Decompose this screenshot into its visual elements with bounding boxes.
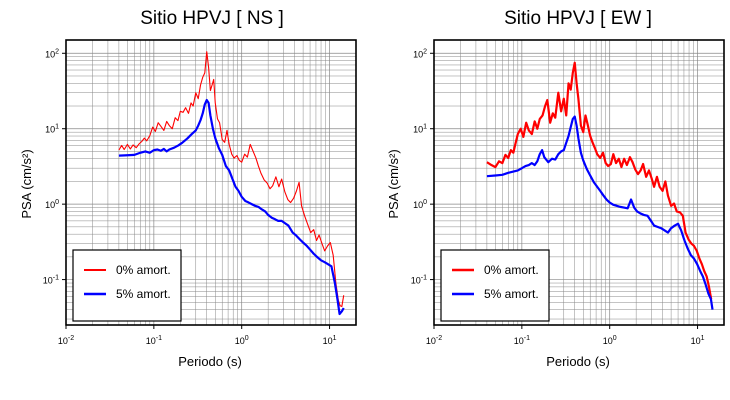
chart-title: Sitio HPVJ [ NS ]: [140, 8, 284, 29]
y-tick-label: 100: [45, 199, 59, 210]
y-tick-label: 100: [413, 199, 427, 210]
y-tick-label: 101: [413, 124, 427, 135]
legend-box: [72, 249, 182, 322]
y-tick-label: 101: [45, 124, 59, 135]
legend: 0% amort. 5% amort.: [72, 249, 182, 322]
series-line-5pct: [118, 98, 345, 316]
series-line-0pct: [486, 61, 713, 300]
series-line-0pct: [118, 51, 345, 308]
chart-panel-ns: Sitio HPVJ [ NS ] Periodo (s) PSA (cm/s²…: [19, 8, 357, 369]
x-axis-label: Periodo (s): [178, 354, 242, 369]
chart-title: Sitio HPVJ [ EW ]: [504, 8, 652, 29]
legend: 0% amort. 5% amort.: [440, 249, 550, 322]
legend-box: [440, 249, 550, 322]
x-tick-label: 100: [603, 335, 617, 346]
legend-label-0pct: 0% amort.: [484, 263, 539, 277]
y-tick-label: 102: [45, 48, 59, 59]
x-tick-label: 101: [323, 335, 337, 346]
x-tick-label: 10-2: [58, 335, 74, 346]
legend-label-5pct: 5% amort.: [484, 287, 539, 301]
x-tick-label: 10-2: [426, 335, 442, 346]
x-tick-label: 10-1: [146, 335, 162, 346]
y-tick-label: 10-1: [43, 275, 59, 286]
series-line-5pct: [486, 115, 714, 310]
y-axis-label: PSA (cm/s²): [19, 149, 34, 218]
x-tick-label: 10-1: [514, 335, 530, 346]
y-tick-label: 10-1: [411, 275, 427, 286]
chart-panel-ew: Sitio HPVJ [ EW ] Periodo (s) PSA (cm/s²…: [386, 8, 725, 369]
x-tick-label: 101: [691, 335, 705, 346]
plot-frame: [65, 39, 357, 326]
plot-area: 10-2 10-1 100 101 10-1 100 101 102: [411, 39, 725, 346]
x-axis-label: Periodo (s): [546, 354, 610, 369]
y-axis-label: PSA (cm/s²): [386, 149, 401, 218]
plot-frame: [433, 39, 725, 326]
y-tick-label: 102: [413, 48, 427, 59]
legend-label-5pct: 5% amort.: [116, 287, 171, 301]
x-tick-label: 100: [235, 335, 249, 346]
legend-label-0pct: 0% amort.: [116, 263, 171, 277]
